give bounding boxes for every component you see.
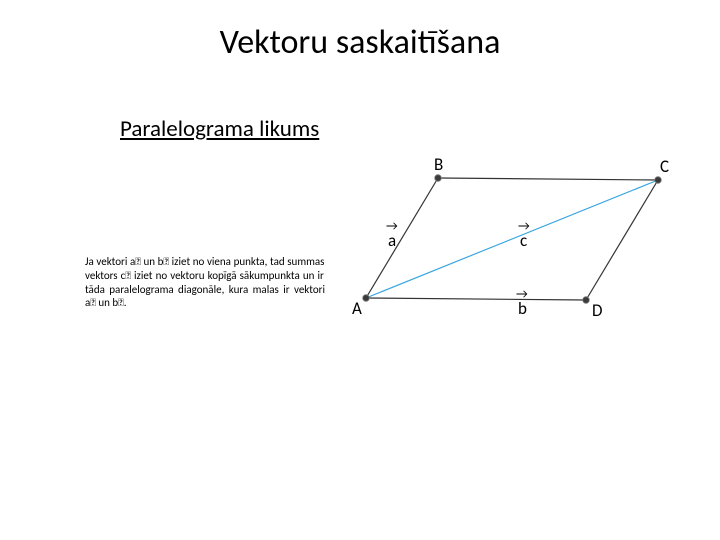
vector-label-a: a — [388, 230, 396, 251]
point-c — [655, 177, 662, 184]
point-d — [583, 297, 590, 304]
diagonal — [366, 180, 658, 298]
label-c: C — [660, 156, 669, 177]
slide: Vektoru saskaitīšana Paralelograma likum… — [0, 0, 720, 540]
edge-da — [366, 298, 586, 300]
edge-bc — [438, 178, 658, 180]
body-text: Ja vektori a⃞ un b⃞ iziet no viena punkt… — [85, 255, 325, 310]
subtitle: Paralelograma likums — [120, 115, 319, 143]
vector-label-b: b — [518, 298, 527, 319]
parallelogram-diagram: A B C D →a→c→b — [340, 150, 680, 325]
vector-label-c: c — [520, 230, 527, 251]
point-a — [363, 295, 370, 302]
edge-cd — [586, 180, 658, 300]
point-b — [435, 175, 442, 182]
label-b: B — [434, 154, 443, 175]
diagonal-ac — [366, 180, 658, 298]
label-a: A — [352, 298, 362, 319]
page-title: Vektoru saskaitīšana — [0, 22, 720, 63]
edge-ab — [366, 178, 438, 298]
label-d: D — [592, 300, 602, 321]
vector-labels: →a→c→b — [386, 219, 530, 319]
